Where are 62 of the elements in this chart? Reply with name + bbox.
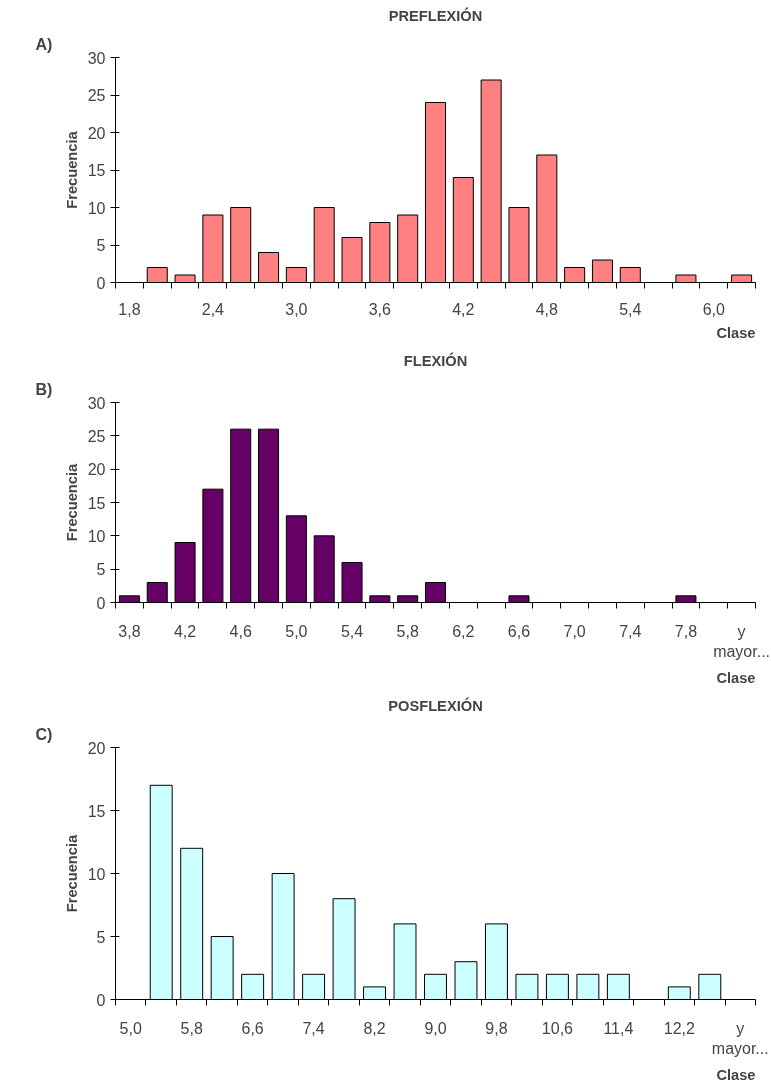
x-tick-label: 9,0 [424,1019,447,1037]
x-tick-label: 4,8 [535,300,559,318]
x-tick-label: 7,4 [302,1019,325,1037]
x-tick-label: 5,4 [619,300,642,318]
x-tick-label: 4,6 [229,622,252,640]
x-tick-label: 9,8 [485,1019,508,1037]
y-tick-label: 10 [87,199,106,217]
y-tick-label: 20 [87,739,106,757]
x-axis-title: Clase [716,669,756,686]
x-tick-label: 5,8 [396,622,419,640]
chart-title: PREFLEXIÓN [388,6,483,24]
y-tick-label: 20 [87,124,106,142]
y-tick-label: 0 [96,594,106,612]
x-tick-label: 2,4 [201,300,225,318]
y-axis-title: Frecuencia [63,462,80,542]
y-tick-label: 20 [87,461,106,479]
x-tick-label: 1,8 [118,300,141,318]
x-tick-label: 11,4 [603,1019,634,1037]
y-tick-label: 10 [87,527,106,545]
x-tick-label: 6,2 [452,622,475,640]
x-tick-label: 3,6 [368,300,392,318]
x-tick-label: 5,4 [340,622,364,640]
x-axis-title: Clase [716,1066,756,1083]
y-tick-label: 25 [87,427,106,445]
y-tick-label: 30 [87,49,106,67]
y-tick-label: 15 [87,494,106,512]
x-tick-label: 12,2 [663,1019,695,1037]
x-tick-label: 10,6 [541,1019,574,1037]
x-tick-label: 8,2 [363,1019,386,1037]
y-tick-label: 25 [87,87,106,104]
x-tick-label: 3,0 [285,300,308,318]
x-tick-label: y mayor... [711,1019,769,1057]
x-tick-label: 7,4 [619,622,642,640]
x-tick-label: 6,6 [507,622,531,640]
y-axis-title: Frecuencia [63,833,80,913]
x-tick-label: 4,2 [452,300,475,318]
x-axis-title: Clase [716,324,756,341]
y-tick-label: 0 [96,274,106,292]
y-tick-label: 5 [96,237,106,254]
y-tick-label: 15 [87,802,106,820]
text: C) [35,725,53,743]
x-tick-label: 6,0 [702,300,725,318]
y-tick-label: 5 [96,928,106,946]
x-tick-label: 4,2 [173,622,197,640]
x-tick-label: 5,0 [119,1019,142,1037]
text: A) [35,35,53,53]
x-tick-label: y mayor... [713,622,771,660]
y-tick-label: 15 [87,162,106,179]
y-tick-label: 0 [96,991,106,1009]
chart-title: FLEXIÓN [403,351,468,369]
x-tick-label: 3,8 [118,622,141,640]
x-tick-label: 7,8 [674,622,698,640]
y-axis-title: Frecuencia [63,130,80,209]
text: B) [35,380,53,398]
x-tick-label: 6,6 [241,1019,264,1037]
x-tick-label: 7,0 [563,622,586,640]
chart-title: POSFLEXIÓN [388,696,483,714]
y-tick-label: 30 [87,394,106,412]
x-tick-label: 5,8 [180,1019,203,1037]
y-tick-label: 10 [87,865,106,883]
y-tick-label: 5 [96,561,106,579]
x-tick-label: 5,0 [285,622,308,640]
